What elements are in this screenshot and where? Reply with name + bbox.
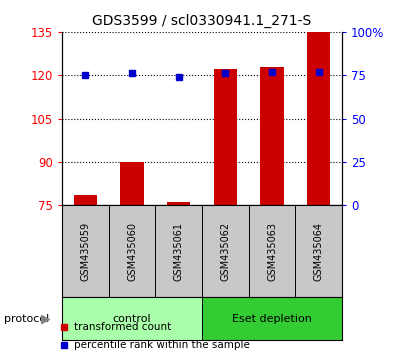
Bar	[120, 162, 144, 205]
Text: GSM435060: GSM435060	[127, 222, 137, 281]
Title: GDS3599 / scl0330941.1_271-S: GDS3599 / scl0330941.1_271-S	[92, 14, 312, 28]
Text: percentile rank within the sample: percentile rank within the sample	[74, 340, 250, 350]
Bar	[74, 195, 97, 205]
Text: GSM435061: GSM435061	[174, 222, 184, 281]
Bar	[167, 202, 190, 205]
Text: GSM435063: GSM435063	[267, 222, 277, 281]
Text: Eset depletion: Eset depletion	[232, 314, 312, 324]
Bar	[214, 69, 237, 205]
Text: protocol: protocol	[4, 314, 49, 324]
Bar	[62, 297, 202, 340]
Bar	[260, 67, 284, 205]
Text: GSM435062: GSM435062	[220, 222, 230, 281]
Text: transformed count: transformed count	[74, 322, 171, 332]
Bar	[202, 297, 342, 340]
Text: GSM435059: GSM435059	[80, 222, 90, 281]
Text: GSM435064: GSM435064	[314, 222, 324, 281]
Text: control: control	[113, 314, 151, 324]
Bar	[307, 32, 330, 205]
Text: ▶: ▶	[41, 312, 51, 325]
